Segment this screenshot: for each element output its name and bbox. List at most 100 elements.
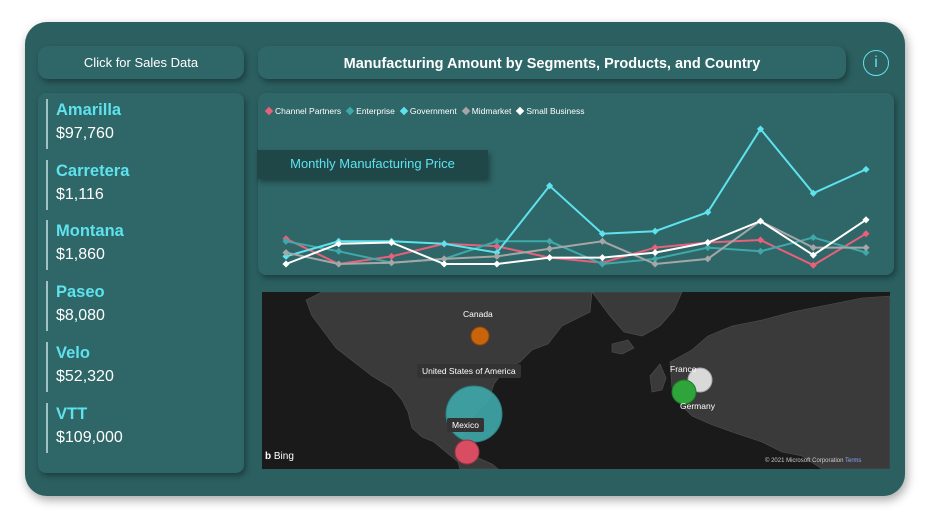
copyright-text: © 2021 Microsoft Corporation — [765, 458, 844, 464]
data-point[interactable] — [440, 240, 448, 248]
series-line-2[interactable] — [285, 127, 867, 258]
data-point[interactable] — [651, 260, 659, 268]
report-title: Manufacturing Amount by Segments, Produc… — [258, 46, 846, 79]
data-point[interactable] — [704, 208, 712, 216]
kpi-card-vtt[interactable]: VTT $109,000 — [46, 403, 226, 453]
data-point[interactable] — [756, 247, 765, 255]
data-point[interactable] — [387, 238, 396, 247]
data-point[interactable] — [335, 247, 343, 255]
kpi-card-amarilla[interactable]: Amarilla $97,760 — [46, 99, 226, 149]
data-point[interactable] — [546, 254, 554, 262]
iceland-shape — [611, 339, 635, 355]
kpi-card-montana[interactable]: Montana $1,860 — [46, 220, 226, 270]
legend-item-channel-partners[interactable]: Channel Partners — [264, 104, 342, 118]
terms-link[interactable]: Terms — [845, 458, 862, 464]
data-point[interactable] — [756, 217, 765, 225]
bubble-mexico[interactable] — [454, 439, 480, 465]
data-point[interactable] — [282, 249, 290, 257]
product-kpi-panel: Amarilla $97,760 Carretera $1,116 Montan… — [38, 93, 244, 473]
data-point[interactable] — [809, 189, 817, 197]
kpi-name: Montana — [56, 222, 124, 240]
sales-data-button[interactable]: Click for Sales Data — [38, 46, 244, 79]
data-point[interactable] — [651, 249, 659, 257]
data-point[interactable] — [335, 260, 343, 268]
data-point[interactable] — [704, 255, 712, 263]
data-point[interactable] — [809, 233, 817, 242]
data-point[interactable] — [862, 244, 870, 252]
data-point[interactable] — [282, 260, 290, 268]
kpi-value: $8,080 — [56, 307, 105, 324]
legend-label: Government — [409, 106, 457, 116]
series-line-1[interactable] — [285, 236, 867, 266]
data-point[interactable] — [282, 252, 290, 260]
data-point[interactable] — [862, 249, 870, 257]
data-point[interactable] — [756, 236, 765, 244]
data-point[interactable] — [493, 242, 501, 250]
legend-item-small-business[interactable]: Small Business — [516, 104, 584, 118]
data-point[interactable] — [335, 240, 343, 248]
british-isles-shape — [649, 363, 667, 393]
data-point[interactable] — [809, 251, 817, 259]
line-chart-plot[interactable] — [258, 93, 894, 275]
legend-label: Midmarket — [471, 106, 512, 116]
data-point[interactable] — [809, 244, 817, 252]
data-point[interactable] — [282, 237, 290, 245]
kpi-card-carretera[interactable]: Carretera $1,116 — [46, 160, 226, 210]
data-point[interactable] — [440, 255, 448, 263]
data-point[interactable] — [493, 260, 501, 268]
data-point[interactable] — [809, 261, 817, 269]
series-line-0[interactable] — [285, 232, 867, 267]
legend-item-government[interactable]: Government — [399, 104, 457, 118]
europe-shape — [669, 295, 890, 469]
kpi-value: $109,000 — [56, 429, 123, 446]
legend-item-midmarket[interactable]: Midmarket — [461, 104, 512, 118]
bubble-germany[interactable] — [671, 379, 697, 405]
info-icon[interactable]: i — [863, 50, 889, 76]
bubble-canada[interactable] — [470, 326, 490, 346]
kpi-value: $1,860 — [56, 246, 105, 263]
data-point[interactable] — [387, 259, 396, 267]
data-point[interactable] — [862, 216, 870, 224]
bubble-usa[interactable] — [445, 385, 503, 443]
bing-label: Bing — [273, 451, 294, 462]
legend-label: Enterprise — [356, 106, 395, 116]
chart-title-label: Monthly Manufacturing Price — [257, 150, 488, 179]
data-point[interactable] — [862, 165, 870, 173]
data-point[interactable] — [756, 125, 765, 133]
data-point[interactable] — [546, 237, 554, 245]
kpi-name: Amarilla — [56, 101, 122, 119]
map-panel[interactable]: Canada United States of America Mexico F… — [262, 292, 890, 469]
map-label-usa: United States of America — [417, 364, 521, 378]
data-point[interactable] — [493, 249, 501, 257]
kpi-name: Velo — [56, 344, 90, 362]
bing-icon: b — [265, 451, 272, 462]
data-point[interactable] — [862, 230, 870, 238]
series-line-3[interactable] — [285, 219, 866, 266]
legend-item-enterprise[interactable]: Enterprise — [345, 104, 395, 118]
data-point[interactable] — [651, 227, 659, 235]
kpi-card-velo[interactable]: Velo $52,320 — [46, 342, 226, 392]
kpi-card-paseo[interactable]: Paseo $8,080 — [46, 281, 226, 331]
data-point[interactable] — [546, 245, 554, 253]
kpi-value: $52,320 — [56, 368, 114, 385]
data-point[interactable] — [440, 260, 448, 268]
kpi-value: $97,760 — [56, 125, 114, 142]
data-point[interactable] — [598, 237, 606, 245]
chart-legend: Channel Partners Enterprise Government M… — [264, 104, 584, 118]
kpi-name: VTT — [56, 405, 88, 423]
data-point[interactable] — [493, 252, 501, 260]
data-point[interactable] — [387, 252, 396, 260]
data-point[interactable] — [493, 237, 501, 245]
data-point[interactable] — [598, 254, 606, 262]
map-label-france: France — [670, 364, 697, 374]
data-point[interactable] — [704, 244, 712, 252]
data-point[interactable] — [704, 238, 712, 247]
kpi-name: Paseo — [56, 283, 105, 301]
map-copyright: © 2021 Microsoft Corporation Terms — [765, 458, 861, 464]
kpi-name: Carretera — [56, 162, 130, 180]
map-label-canada: Canada — [463, 309, 493, 319]
map-label-mexico: Mexico — [447, 418, 484, 432]
legend-label: Channel Partners — [275, 106, 342, 116]
world-map[interactable] — [262, 292, 890, 469]
series-line-4[interactable] — [285, 218, 867, 265]
